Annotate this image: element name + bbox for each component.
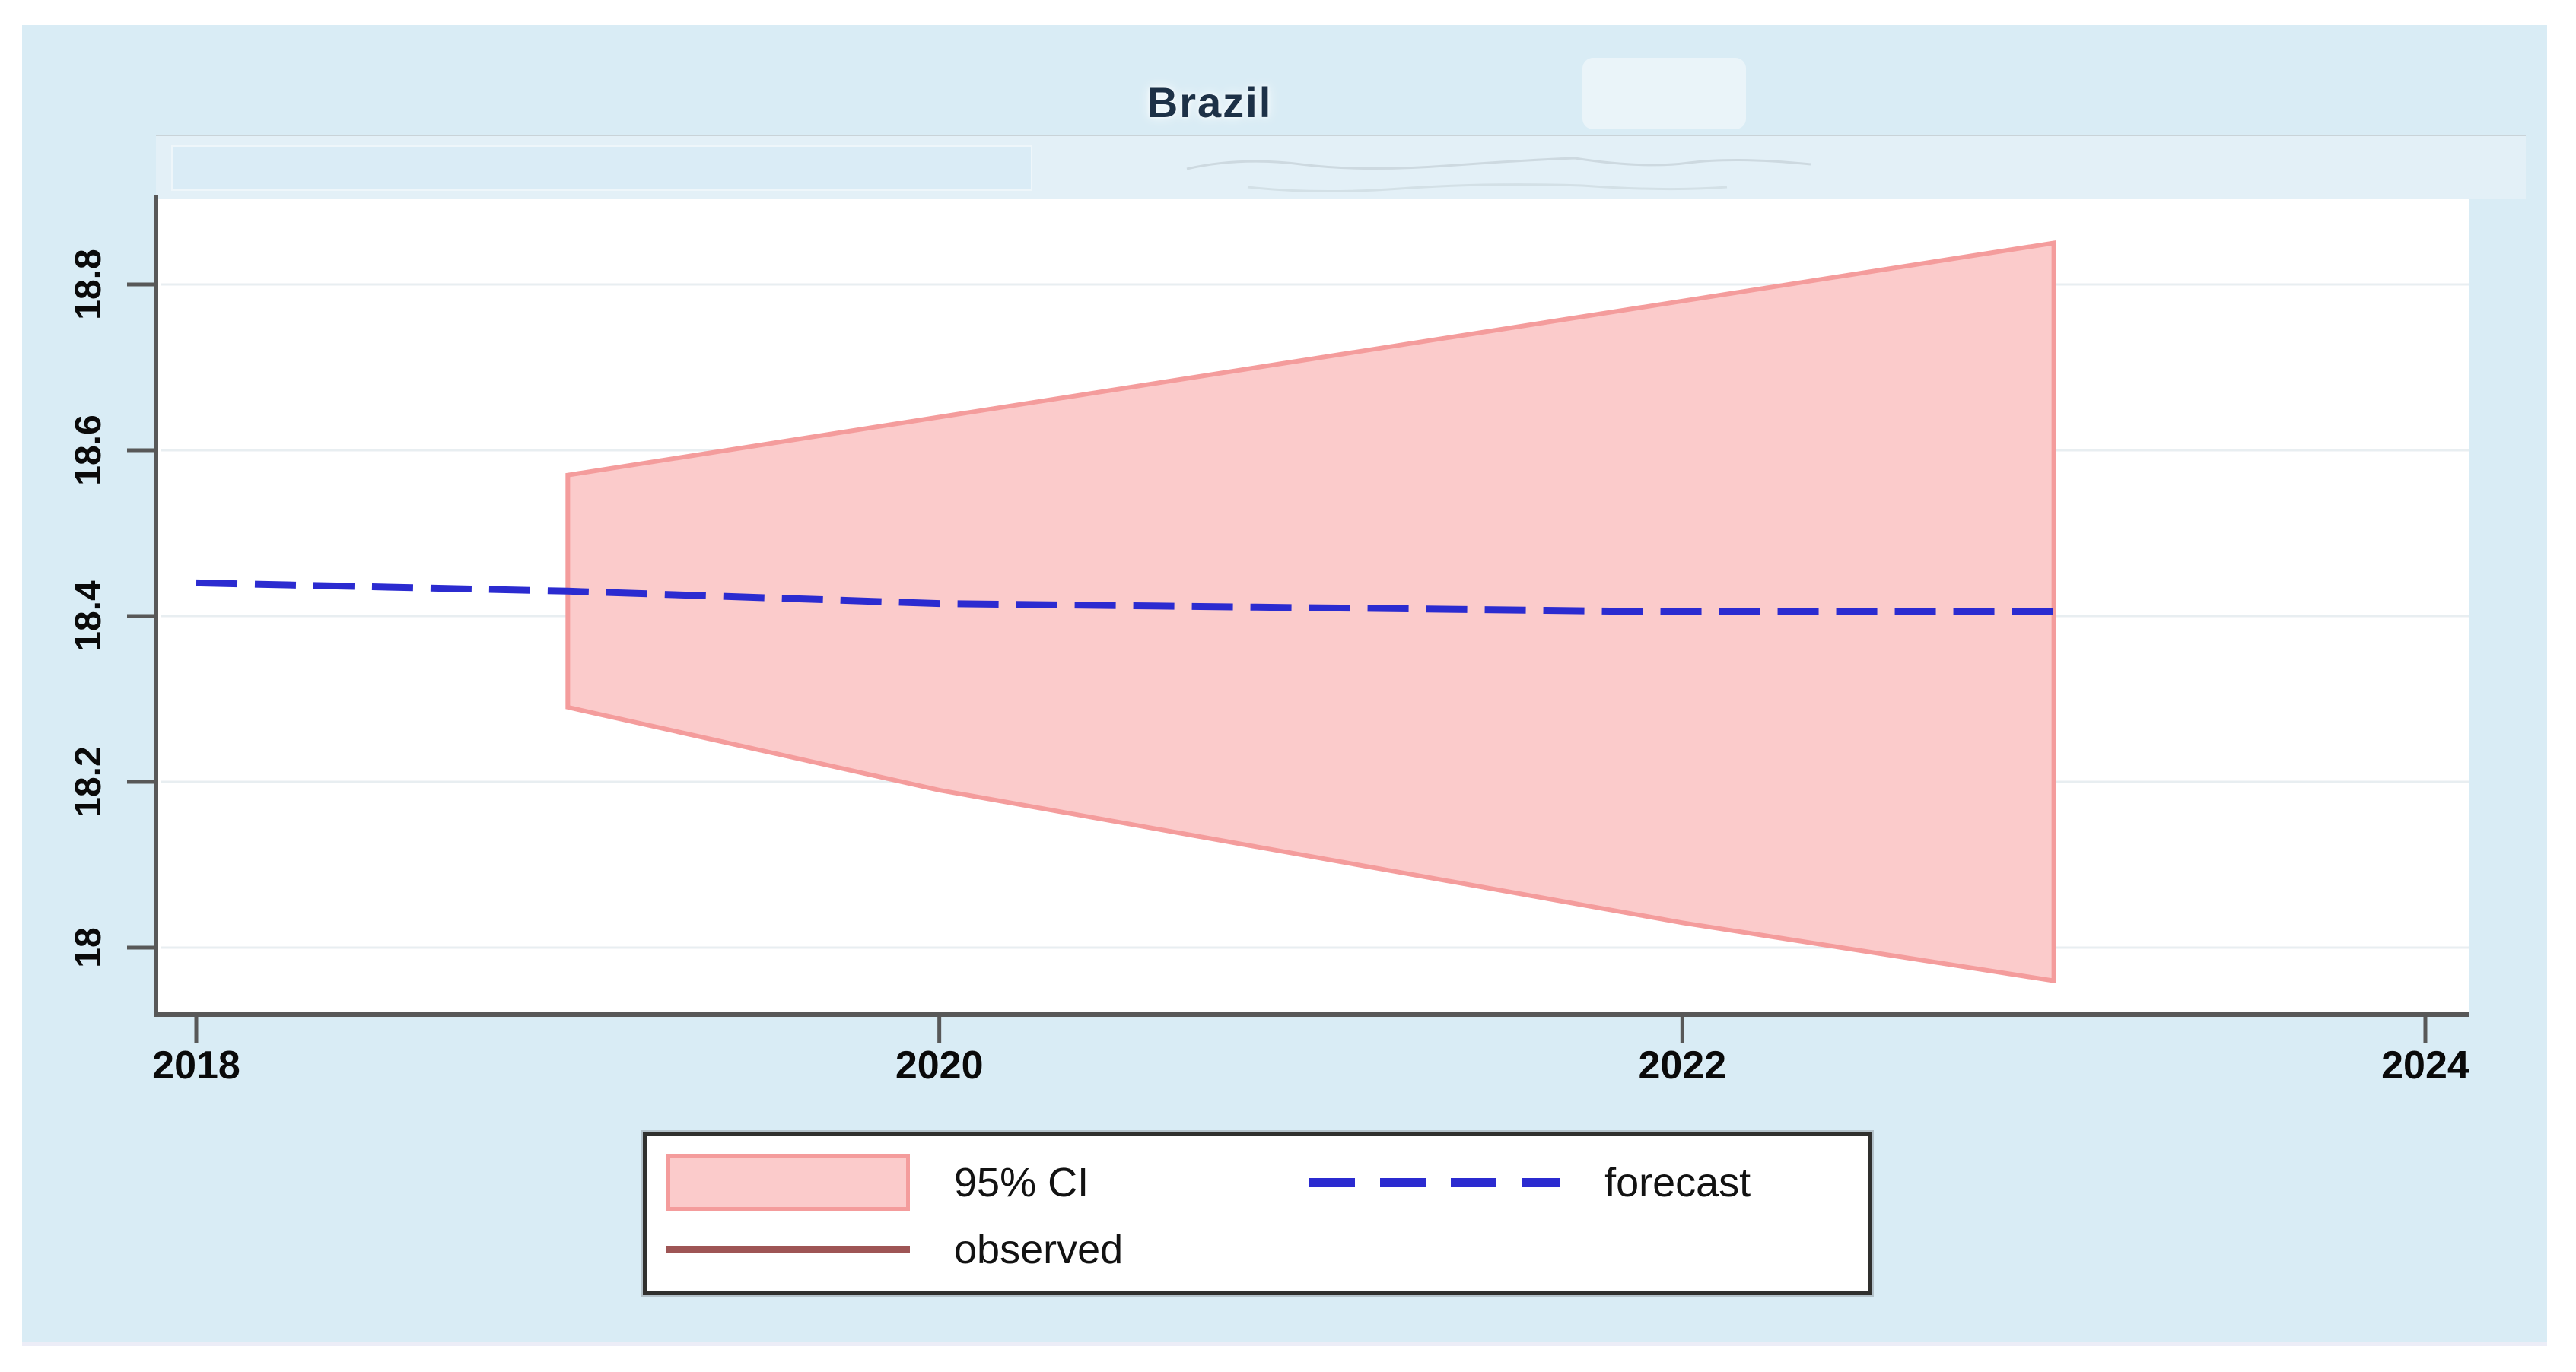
y-tick-label-18.4: 18.4 bbox=[68, 580, 109, 652]
ghost-artifact-scribble bbox=[1186, 157, 1811, 170]
ci-band-swatch-icon bbox=[666, 1154, 910, 1211]
ci-band bbox=[565, 240, 2056, 984]
y-tick-label-18.2: 18.2 bbox=[68, 746, 109, 817]
x-tick-label-2024: 2024 bbox=[2381, 1043, 2469, 1088]
observed-solid-line-icon bbox=[666, 1246, 910, 1253]
x-tick-label-2018: 2018 bbox=[152, 1043, 240, 1088]
x-tick-label-2022: 2022 bbox=[1638, 1043, 1726, 1088]
chart-title: Brazil bbox=[1146, 78, 1273, 126]
subtitle-strip-inner-artifact bbox=[171, 145, 1032, 191]
forecast-dashed-line-icon bbox=[1309, 1178, 1561, 1187]
y-tick-label-18.8: 18.8 bbox=[68, 249, 109, 319]
legend-row-1: 95% CI forecast bbox=[666, 1154, 1848, 1211]
y-tick-label-18: 18 bbox=[68, 927, 109, 967]
y-tick-label-18.6: 18.6 bbox=[68, 414, 109, 485]
legend-label-forecast: forecast bbox=[1604, 1160, 1751, 1205]
legend-row-2: observed bbox=[666, 1226, 1848, 1273]
legend-label-ci: 95% CI bbox=[954, 1160, 1089, 1205]
x-tick-label-2020: 2020 bbox=[895, 1043, 984, 1088]
subtitle-strip-artifact bbox=[156, 135, 2526, 199]
legend: 95% CI forecast observed bbox=[643, 1132, 1872, 1295]
ghost-artifact-scribble bbox=[1247, 183, 1728, 193]
legend-label-observed: observed bbox=[954, 1227, 1124, 1272]
ghost-artifact-box bbox=[1582, 58, 1746, 129]
forecast-line bbox=[196, 579, 2054, 616]
